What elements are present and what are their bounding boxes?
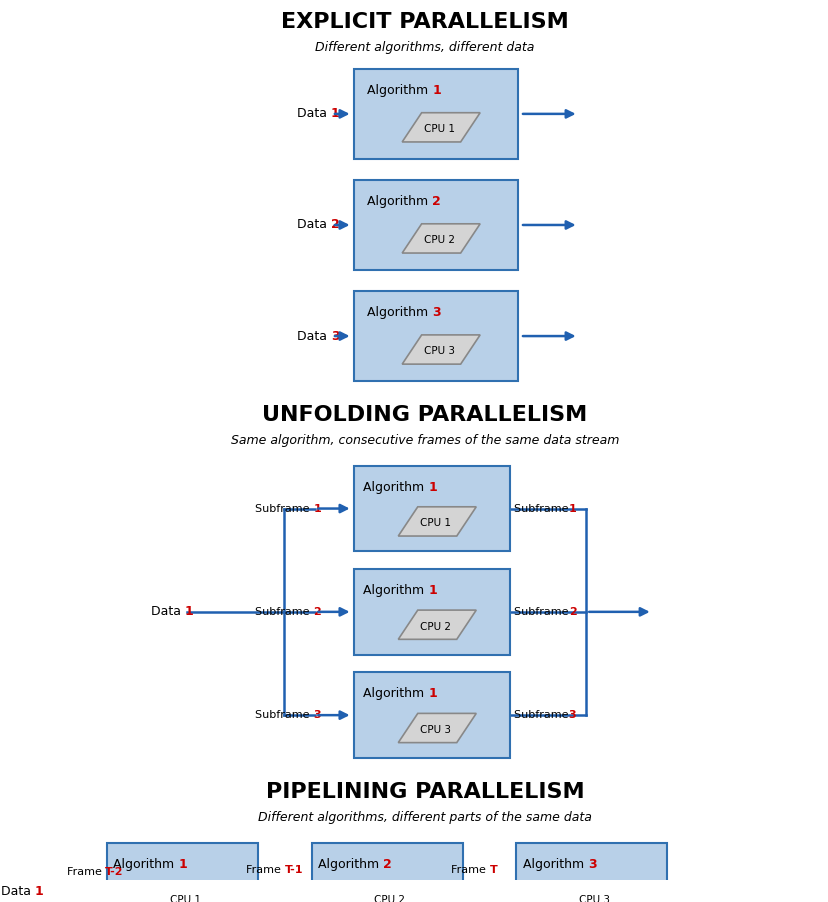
- Text: Different algorithms, different parts of the same data: Different algorithms, different parts of…: [258, 811, 591, 824]
- Text: Frame: Frame: [450, 865, 489, 875]
- Text: 1: 1: [568, 503, 575, 513]
- Text: Frame: Frame: [246, 865, 284, 875]
- Text: Algorithm: Algorithm: [363, 481, 428, 493]
- Text: CPU 3: CPU 3: [423, 346, 454, 356]
- Text: 1: 1: [330, 107, 339, 120]
- Text: Frame: Frame: [66, 867, 105, 877]
- Text: CPU 3: CPU 3: [419, 725, 450, 735]
- Text: 2: 2: [330, 218, 339, 232]
- Text: CPU 2: CPU 2: [423, 235, 454, 245]
- Polygon shape: [402, 335, 479, 364]
- Text: T-2: T-2: [105, 867, 123, 877]
- Polygon shape: [397, 610, 475, 640]
- Text: 3: 3: [568, 710, 575, 720]
- Text: Same algorithm, consecutive frames of the same data stream: Same algorithm, consecutive frames of th…: [231, 434, 619, 446]
- Text: 1: 1: [432, 84, 440, 97]
- Text: 1: 1: [428, 481, 436, 493]
- Text: T-1: T-1: [284, 865, 303, 875]
- Text: Data: Data: [151, 605, 185, 619]
- Text: 3: 3: [432, 306, 440, 319]
- Text: Subframe: Subframe: [255, 503, 313, 513]
- Bar: [354, 291, 518, 381]
- Text: T: T: [489, 865, 497, 875]
- Text: 3: 3: [330, 329, 339, 343]
- Text: Subframe: Subframe: [255, 710, 313, 720]
- Text: Subframe: Subframe: [513, 503, 571, 513]
- Text: 2: 2: [432, 195, 440, 208]
- Text: CPU 1: CPU 1: [423, 124, 454, 134]
- Text: 1: 1: [35, 885, 44, 898]
- Text: CPU 1: CPU 1: [170, 896, 200, 902]
- Polygon shape: [148, 884, 226, 902]
- Polygon shape: [397, 507, 475, 536]
- Bar: [354, 465, 510, 551]
- Text: 3: 3: [587, 858, 595, 870]
- Text: UNFOLDING PARALLELISM: UNFOLDING PARALLELISM: [262, 405, 587, 425]
- Text: Data: Data: [1, 885, 35, 898]
- Bar: [311, 842, 462, 902]
- Bar: [354, 69, 518, 159]
- Text: Different algorithms, different data: Different algorithms, different data: [315, 41, 534, 54]
- Polygon shape: [402, 113, 479, 142]
- Text: Algorithm: Algorithm: [367, 84, 432, 97]
- Text: Algorithm: Algorithm: [318, 858, 383, 870]
- Bar: [516, 842, 667, 902]
- Text: 2: 2: [313, 607, 321, 617]
- Text: Algorithm: Algorithm: [367, 306, 432, 319]
- Text: Data: Data: [296, 107, 330, 120]
- Bar: [107, 842, 258, 902]
- Text: 1: 1: [178, 858, 187, 870]
- Text: 1: 1: [428, 584, 436, 597]
- Polygon shape: [353, 884, 431, 902]
- Text: Algorithm: Algorithm: [113, 858, 178, 870]
- Text: Algorithm: Algorithm: [363, 687, 428, 700]
- Bar: [354, 569, 510, 655]
- Text: PIPELINING PARALLELISM: PIPELINING PARALLELISM: [266, 782, 584, 802]
- Polygon shape: [557, 884, 635, 902]
- Text: Algorithm: Algorithm: [367, 195, 432, 208]
- Text: Data: Data: [296, 329, 330, 343]
- Bar: [354, 180, 518, 270]
- Bar: [354, 672, 510, 758]
- Text: CPU 2: CPU 2: [374, 896, 405, 902]
- Text: 3: 3: [313, 710, 320, 720]
- Text: 2: 2: [383, 858, 392, 870]
- Text: CPU 2: CPU 2: [419, 621, 450, 631]
- Text: Algorithm: Algorithm: [363, 584, 428, 597]
- Text: EXPLICIT PARALLELISM: EXPLICIT PARALLELISM: [281, 13, 568, 32]
- Polygon shape: [397, 713, 475, 742]
- Text: CPU 3: CPU 3: [579, 896, 609, 902]
- Text: 1: 1: [313, 503, 321, 513]
- Text: 1: 1: [185, 605, 194, 619]
- Text: Data: Data: [296, 218, 330, 232]
- Text: Subframe: Subframe: [513, 710, 571, 720]
- Polygon shape: [402, 224, 479, 253]
- Text: Subframe: Subframe: [513, 607, 571, 617]
- Text: CPU 1: CPU 1: [419, 519, 450, 529]
- Text: Algorithm: Algorithm: [522, 858, 587, 870]
- Text: 1: 1: [428, 687, 436, 700]
- Text: 2: 2: [568, 607, 575, 617]
- Text: Subframe: Subframe: [255, 607, 313, 617]
